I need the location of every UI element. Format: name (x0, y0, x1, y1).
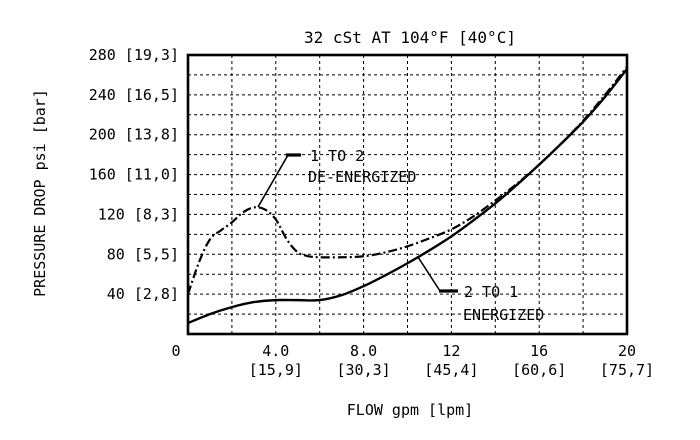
grid-lines (188, 55, 627, 334)
y-axis-label: PRESSURE DROP psi [bar] (31, 89, 49, 297)
series-annotations: 1 TO 2 DE-ENERGIZED 2 TO 1 ENERGIZED (257, 147, 544, 324)
y-tick-label: 160 [11,0] (89, 166, 179, 184)
y-tick-label: 280 [19,3] (89, 46, 179, 64)
x-tick-labels: 0 4.0[15,9] 8.0[30,3] 12[45,4] 16[60,6] 20[75… (171, 342, 654, 379)
y-tick-label: 80 [5,5] (107, 245, 179, 263)
y-tick-label: 40 [2,8] (107, 285, 179, 303)
series-label-line: 1 TO 2 (310, 147, 364, 165)
chart-title: 32 cSt AT 104°F [40°C] (304, 28, 516, 47)
x-tick-sublabel: [60,6] (512, 361, 566, 379)
series-line-2 (186, 66, 628, 295)
plot-frame (186, 53, 629, 336)
series-label-line: 2 TO 1 (464, 283, 518, 301)
series-label-line: ENERGIZED (463, 306, 544, 324)
x-tick-sublabel: [45,4] (424, 361, 478, 379)
x-tick-label: 4.0 (262, 342, 289, 360)
leader-line-de-energized (257, 154, 289, 208)
x-tick-label: 20 (618, 342, 636, 360)
leader-line-energized (417, 256, 441, 292)
x-tick-sublabel: [15,9] (249, 361, 303, 379)
x-tick-label: 0 (171, 342, 180, 360)
y-tick-label: 200 [13,8] (89, 126, 179, 144)
series-lines (186, 66, 628, 325)
y-tick-labels: 40 [2,8] 80 [5,5] 120 [8,3] 160 [11,0] 200 [… (89, 46, 179, 303)
x-tick-label: 16 (530, 342, 548, 360)
x-axis-label: FLOW gpm [lpm] (347, 401, 473, 419)
y-tick-label: 120 [8,3] (98, 205, 179, 223)
x-tick-label: 8.0 (350, 342, 377, 360)
series-line-1 (187, 68, 628, 325)
x-tick-sublabel: [75,7] (600, 361, 654, 379)
y-tick-label: 240 [16,5] (89, 86, 179, 104)
x-tick-sublabel: [30,3] (337, 361, 391, 379)
series-label-line: DE-ENERGIZED (308, 168, 416, 186)
x-tick-label: 12 (442, 342, 460, 360)
